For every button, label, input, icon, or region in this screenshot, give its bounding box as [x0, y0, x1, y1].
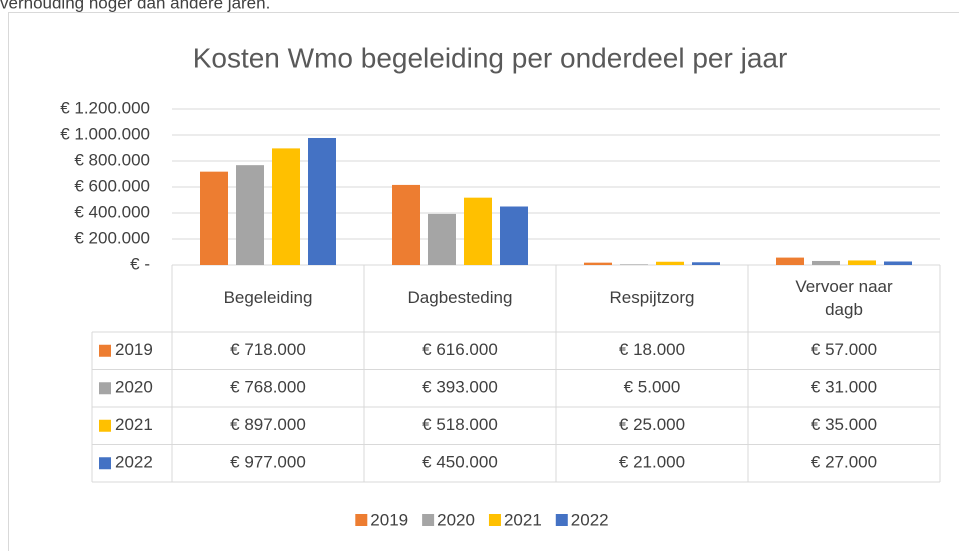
category-header: Dagbesteding [407, 288, 513, 308]
y-tick-label: € 600.000 [74, 176, 150, 195]
y-tick-label: € - [130, 254, 150, 273]
table-value: € 27.000 [811, 453, 877, 472]
chart-title: Kosten Wmo begeleiding per onderdeel per… [193, 42, 788, 73]
bar [692, 262, 720, 265]
bar [884, 261, 912, 265]
table-series-name: 2022 [115, 453, 153, 472]
table-value: € 35.000 [811, 415, 877, 434]
table-series-name: 2021 [115, 415, 153, 434]
category-header: Vervoer naar dagb [795, 276, 893, 319]
bar [200, 171, 228, 265]
legend: 2019 2020 2021 2022 [355, 510, 609, 529]
bar [584, 262, 612, 265]
table-legend-key [99, 457, 111, 470]
table-value: € 18.000 [619, 340, 685, 359]
table-legend-key [99, 344, 111, 357]
x-tick-label: Vervoer naar dagb [795, 276, 893, 319]
bar [272, 148, 300, 265]
table-value: € 977.000 [230, 453, 306, 472]
legend-key [555, 514, 568, 526]
table-series-name: 2020 [115, 378, 153, 397]
legend-key [488, 514, 501, 526]
bar [428, 213, 456, 265]
table-value: € 31.000 [811, 378, 877, 397]
table-value: € 57.000 [811, 340, 877, 359]
table-legend-key [99, 382, 111, 395]
bar [620, 264, 648, 265]
table-value: € 718.000 [230, 340, 306, 359]
table-value: € 616.000 [422, 340, 498, 359]
table-value: € 897.000 [230, 415, 306, 434]
category-header: Respijtzorg [609, 288, 695, 308]
y-tick-label: € 1.000.000 [60, 124, 150, 143]
legend-label: 2020 [437, 510, 475, 529]
legend-label: 2019 [370, 510, 408, 529]
x-tick-label: Respijtzorg [609, 288, 695, 308]
bar [656, 261, 684, 265]
x-tick-label: Dagbesteding [407, 288, 513, 308]
table-legend-key [99, 419, 111, 432]
legend-label: 2022 [571, 510, 609, 529]
bar [464, 197, 492, 265]
legend-key [355, 514, 368, 526]
y-tick-label: € 1.200.000 [60, 98, 150, 117]
table-value: € 21.000 [619, 453, 685, 472]
table-value: € 25.000 [619, 415, 685, 434]
table-value: € 393.000 [422, 378, 498, 397]
y-tick-label: € 200.000 [74, 228, 150, 247]
bar [392, 184, 420, 265]
bar [500, 206, 528, 265]
table-value: € 450.000 [422, 453, 498, 472]
y-tick-label: € 400.000 [74, 202, 150, 221]
table-series-name: 2019 [115, 340, 153, 359]
bar [236, 165, 264, 265]
legend-label: 2021 [504, 510, 542, 529]
legend-key [422, 514, 435, 526]
x-tick-label: Begeleiding [223, 288, 313, 308]
table-value: € 768.000 [230, 378, 306, 397]
page-text: verhouding hoger dan andere jaren. [0, 0, 270, 12]
chart-frame [8, 12, 959, 551]
table-value: € 518.000 [422, 415, 498, 434]
bar [308, 137, 336, 265]
bar [812, 260, 840, 265]
y-tick-label: € 800.000 [74, 150, 150, 169]
bar [776, 257, 804, 265]
category-header: Begeleiding [223, 288, 313, 308]
bar [848, 260, 876, 265]
table-value: € 5.000 [624, 378, 681, 397]
